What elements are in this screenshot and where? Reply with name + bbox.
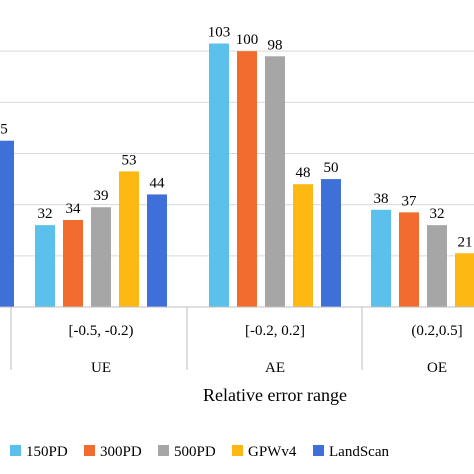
bar-value-label: 100 — [236, 32, 259, 48]
legend-swatch — [313, 445, 324, 456]
bar-value-label: 21 — [458, 234, 473, 250]
bar-value-label: 39 — [94, 188, 109, 204]
bar-value-label: 32 — [38, 206, 53, 222]
legend-label: 500PD — [174, 444, 216, 460]
category-code-label: OE — [427, 360, 447, 376]
bar — [63, 220, 83, 307]
legend-label: 150PD — [26, 444, 68, 460]
bar-value-label: 48 — [296, 165, 311, 181]
bar — [237, 51, 257, 307]
bar-value-label: 98 — [268, 37, 283, 53]
legend-swatch — [158, 445, 169, 456]
bar — [0, 140, 14, 307]
legend-label: 300PD — [100, 444, 142, 460]
legend: 150PD 300PD 500PD GPWv4 LandScan — [10, 444, 389, 460]
bar-value-label: 34 — [66, 201, 82, 217]
x-axis-title: Relative error range — [203, 385, 347, 405]
bar — [371, 209, 391, 307]
bar — [399, 212, 419, 307]
bar — [209, 43, 229, 307]
bar-value-label: 103 — [208, 24, 231, 40]
legend-swatch — [232, 445, 243, 456]
category-range-label: [-0.5, -0.2) — [69, 323, 134, 339]
bar-value-label: 44 — [150, 175, 166, 191]
bar-labels: 5 32 34 39 53 44 103 100 98 48 50 38 37 32 21 — [0, 24, 472, 250]
bar-value-label: 50 — [324, 160, 339, 176]
bar — [91, 207, 111, 307]
legend-swatch — [84, 445, 95, 456]
category-code-label: AE — [265, 360, 285, 376]
bars — [0, 43, 474, 308]
bar — [119, 171, 139, 307]
bar-value-label: 37 — [402, 193, 418, 209]
legend-label: GPWv4 — [248, 444, 297, 460]
bar — [147, 194, 167, 307]
bar-value-label: 5 — [0, 122, 8, 138]
bar — [265, 56, 285, 308]
bar — [35, 225, 55, 307]
bar-value-label: 38 — [374, 191, 389, 207]
category-labels: [-0.5, -0.2) UE [-0.2, 0.2] AE (0.2,0.5] OE — [69, 323, 463, 376]
legend-label: LandScan — [329, 444, 389, 460]
bar — [321, 179, 341, 307]
category-dividers — [10, 307, 363, 370]
bar-value-label: 32 — [430, 206, 445, 222]
category-range-label: [-0.2, 0.2] — [245, 323, 305, 339]
bar — [427, 225, 447, 307]
category-range-label: (0.2,0.5] — [411, 323, 462, 339]
bar — [455, 253, 474, 307]
bar-value-label: 53 — [122, 152, 137, 168]
bar — [293, 184, 313, 307]
category-code-label: UE — [91, 360, 111, 376]
legend-swatch — [10, 445, 21, 456]
